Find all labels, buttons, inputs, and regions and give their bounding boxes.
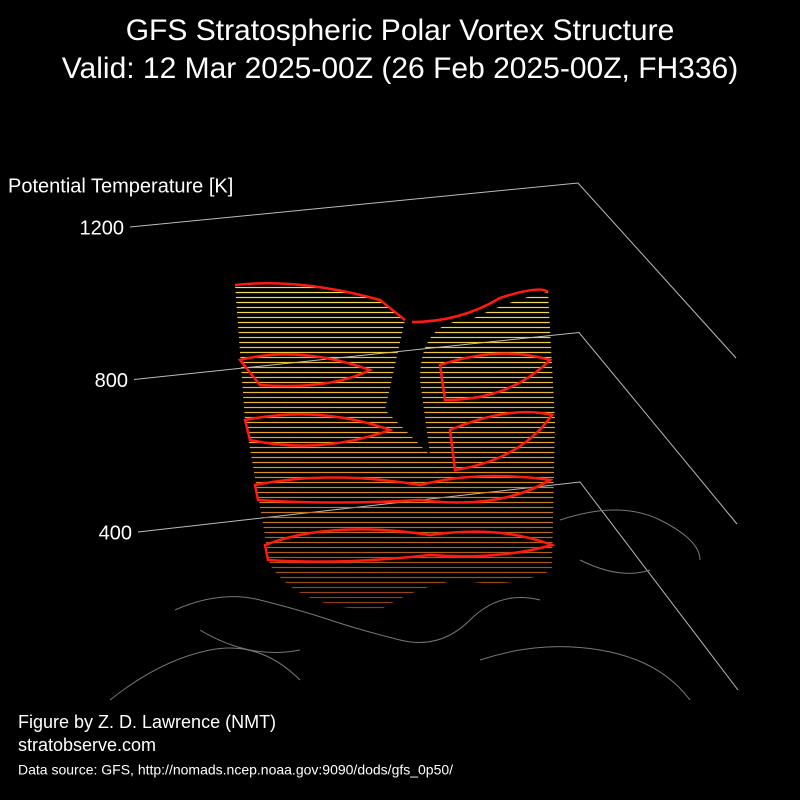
y-tick-label: 800: [95, 370, 128, 392]
title: GFS Stratospheric Polar Vortex Structure: [126, 14, 675, 47]
credit: Figure by Z. D. Lawrence (NMT): [18, 712, 276, 732]
subtitle: Valid: 12 Mar 2025-00Z (26 Feb 2025-00Z,…: [62, 52, 738, 85]
coastlines: [109, 509, 701, 701]
grid-line: [129, 182, 737, 359]
y-tick-label: 400: [99, 522, 132, 544]
vortex: [234, 282, 556, 610]
y-tick-label: 1200: [80, 217, 125, 239]
y-axis-label: Potential Temperature [K]: [8, 175, 233, 197]
website: stratobserve.com: [18, 735, 156, 755]
data-source: Data source: GFS, http://nomads.ncep.noa…: [18, 762, 453, 778]
